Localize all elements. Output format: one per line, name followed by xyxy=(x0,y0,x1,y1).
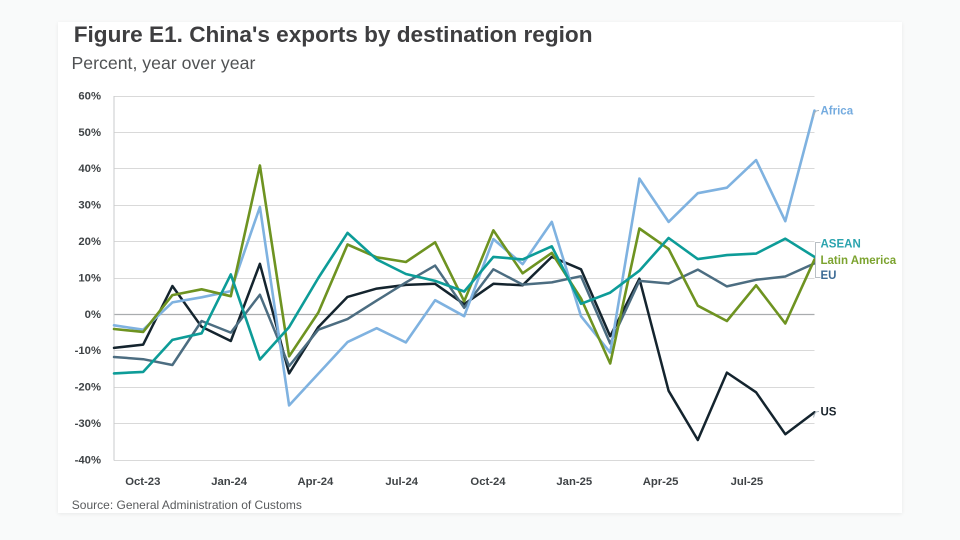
svg-text:0%: 0% xyxy=(85,309,101,321)
svg-text:10%: 10% xyxy=(78,272,101,284)
svg-text:Oct-23: Oct-23 xyxy=(125,476,160,488)
svg-text:40%: 40% xyxy=(78,163,101,175)
svg-text:Oct-24: Oct-24 xyxy=(470,476,506,488)
svg-text:50%: 50% xyxy=(78,127,101,139)
svg-text:Africa: Africa xyxy=(821,106,854,118)
svg-text:60%: 60% xyxy=(78,90,101,102)
svg-text:-30%: -30% xyxy=(75,418,101,430)
svg-text:Apr-25: Apr-25 xyxy=(643,476,679,488)
svg-text:Apr-24: Apr-24 xyxy=(298,476,334,488)
svg-text:Jan-25: Jan-25 xyxy=(556,476,592,488)
svg-text:Latin America: Latin America xyxy=(821,255,897,267)
svg-text:Jan-24: Jan-24 xyxy=(211,476,248,488)
svg-text:US: US xyxy=(821,407,837,419)
svg-text:-40%: -40% xyxy=(75,454,101,466)
svg-text:EU: EU xyxy=(821,270,837,282)
svg-text:ASEAN: ASEAN xyxy=(821,238,861,250)
svg-text:-10%: -10% xyxy=(75,345,101,357)
svg-text:20%: 20% xyxy=(78,236,101,248)
svg-text:Jul-25: Jul-25 xyxy=(731,476,764,488)
svg-text:Jul-24: Jul-24 xyxy=(385,476,418,488)
svg-text:-20%: -20% xyxy=(75,382,101,394)
svg-text:30%: 30% xyxy=(78,200,101,212)
